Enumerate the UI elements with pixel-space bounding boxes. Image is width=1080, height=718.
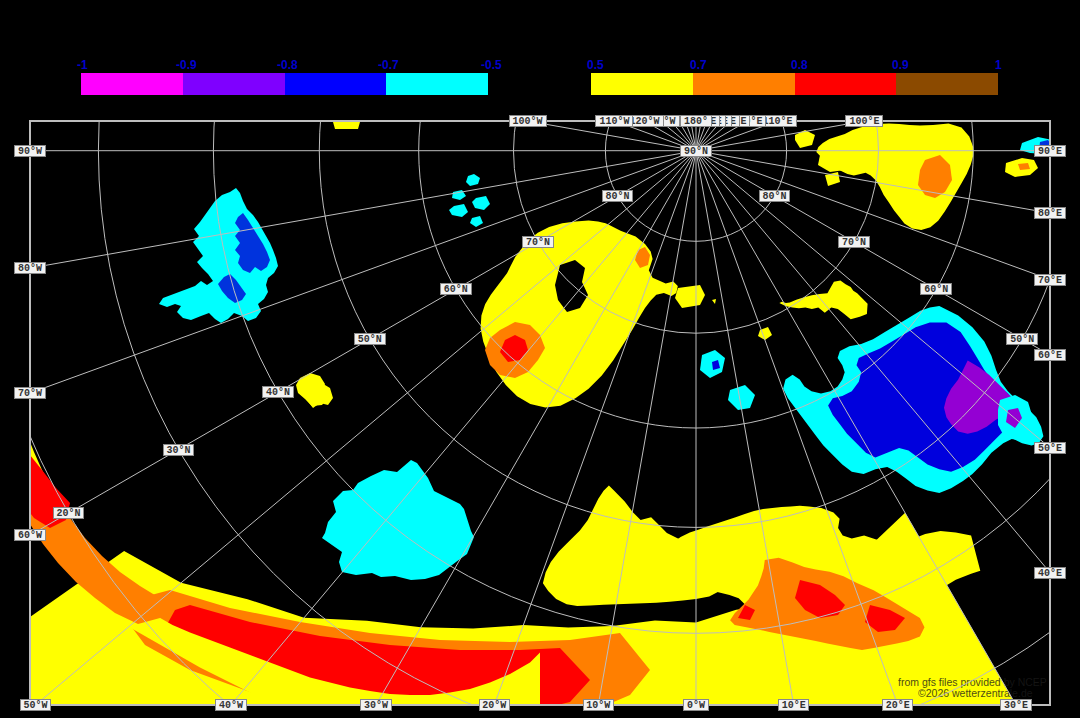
svg-text:©2026 wetterzentrale.de: ©2026 wetterzentrale.de bbox=[918, 687, 1033, 699]
